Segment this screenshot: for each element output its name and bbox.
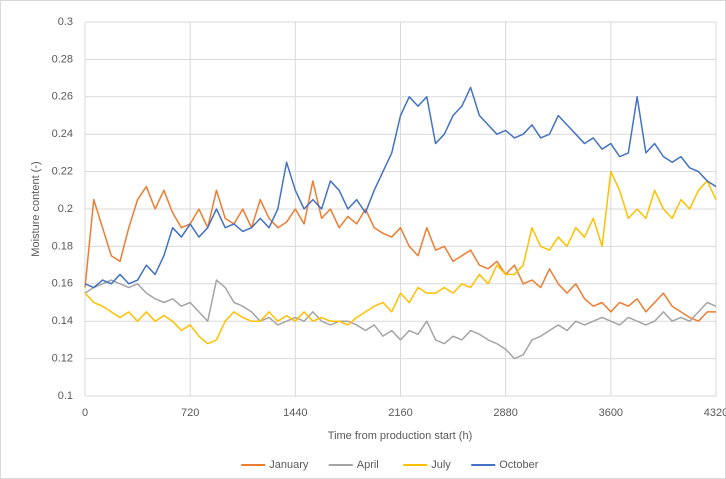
x-tick-label: 3600 <box>599 407 623 419</box>
y-axis-label: Moisture content (-) <box>30 161 42 256</box>
x-tick-label: 2880 <box>493 407 517 419</box>
legend-label: October <box>499 459 538 471</box>
x-tick-label: 0 <box>82 407 88 419</box>
y-tick-label: 0.16 <box>52 278 73 290</box>
y-tick-label: 0.3 <box>58 16 73 28</box>
y-tick-label: 0.12 <box>52 353 73 365</box>
y-tick-label: 0.14 <box>52 315 73 327</box>
y-tick-label: 0.18 <box>52 240 73 252</box>
x-tick-label: 2160 <box>388 407 412 419</box>
legend-label: July <box>431 459 451 471</box>
y-tick-label: 0.26 <box>52 91 73 103</box>
y-tick-label: 0.28 <box>52 53 73 65</box>
series-line <box>84 86 717 289</box>
x-tick-label: 4320 <box>704 407 726 419</box>
x-tick-label: 1440 <box>283 407 307 419</box>
y-tick-label: 0.22 <box>52 166 73 178</box>
y-tick-label: 0.24 <box>52 128 73 140</box>
x-axis-label: Time from production start (h) <box>328 430 472 442</box>
series-line <box>84 170 717 345</box>
legend-label: January <box>269 459 309 471</box>
series-line <box>84 279 717 360</box>
y-tick-label: 0.1 <box>58 390 73 402</box>
y-tick-label: 0.2 <box>58 203 73 215</box>
x-tick-label: 720 <box>181 407 199 419</box>
legend-label: April <box>357 459 379 471</box>
